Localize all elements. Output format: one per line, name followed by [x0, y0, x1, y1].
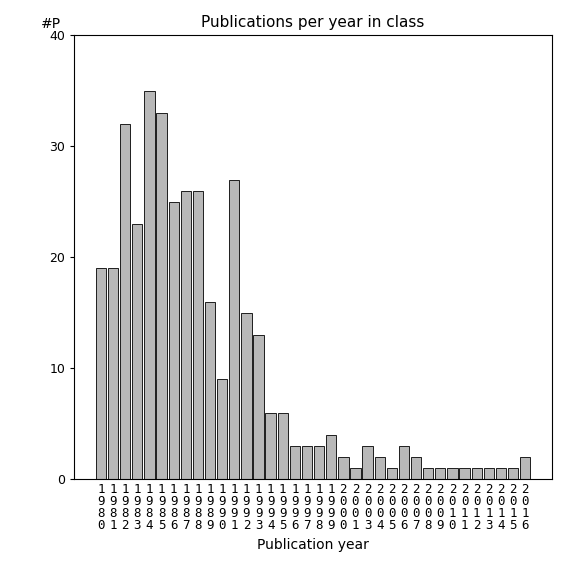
Text: #P: #P [41, 17, 61, 31]
Bar [253, 335, 264, 479]
Bar [120, 124, 130, 479]
Bar [156, 113, 167, 479]
Bar [411, 457, 421, 479]
Bar [193, 191, 203, 479]
Bar [265, 413, 276, 479]
Bar [132, 224, 142, 479]
Bar [302, 446, 312, 479]
Bar [205, 302, 215, 479]
Bar [508, 468, 518, 479]
Bar [350, 468, 361, 479]
Bar [108, 268, 119, 479]
X-axis label: Publication year: Publication year [257, 538, 369, 552]
Bar [326, 435, 336, 479]
Bar [181, 191, 191, 479]
Bar [472, 468, 482, 479]
Bar [168, 202, 179, 479]
Bar [520, 457, 530, 479]
Bar [496, 468, 506, 479]
Bar [423, 468, 433, 479]
Bar [241, 313, 252, 479]
Bar [229, 180, 239, 479]
Bar [217, 379, 227, 479]
Bar [96, 268, 106, 479]
Title: Publications per year in class: Publications per year in class [201, 15, 425, 30]
Bar [375, 457, 385, 479]
Bar [387, 468, 397, 479]
Bar [362, 446, 373, 479]
Bar [459, 468, 469, 479]
Bar [399, 446, 409, 479]
Bar [278, 413, 288, 479]
Bar [435, 468, 446, 479]
Bar [484, 468, 494, 479]
Bar [314, 446, 324, 479]
Bar [447, 468, 458, 479]
Bar [338, 457, 349, 479]
Bar [290, 446, 300, 479]
Bar [145, 91, 155, 479]
